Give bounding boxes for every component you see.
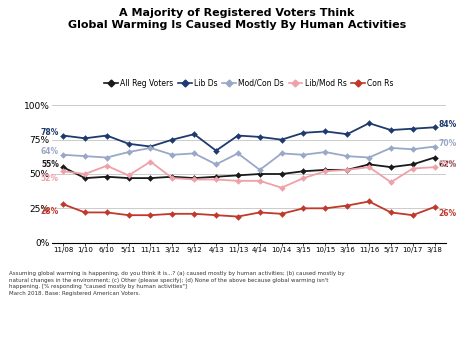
Text: 26%: 26%: [439, 209, 457, 218]
Text: 64%: 64%: [41, 148, 59, 156]
Text: 52%: 52%: [41, 174, 59, 183]
Text: Assuming global warming is happening, do you think it is...? (a) caused mostly b: Assuming global warming is happening, do…: [9, 271, 345, 296]
Text: 55%: 55%: [41, 160, 59, 169]
Legend: All Reg Voters, Lib Ds, Mod/Con Ds, Lib/Mod Rs, Con Rs: All Reg Voters, Lib Ds, Mod/Con Ds, Lib/…: [104, 79, 393, 88]
Text: 62%: 62%: [439, 160, 457, 169]
Text: 55%: 55%: [439, 160, 456, 169]
Text: A Majority of Registered Voters Think: A Majority of Registered Voters Think: [119, 8, 355, 19]
Text: 70%: 70%: [439, 139, 457, 148]
Text: 84%: 84%: [439, 120, 457, 129]
Text: 28%: 28%: [41, 207, 59, 216]
Text: Global Warming Is Caused Mostly By Human Activities: Global Warming Is Caused Mostly By Human…: [68, 20, 406, 30]
Text: 78%: 78%: [40, 128, 59, 137]
